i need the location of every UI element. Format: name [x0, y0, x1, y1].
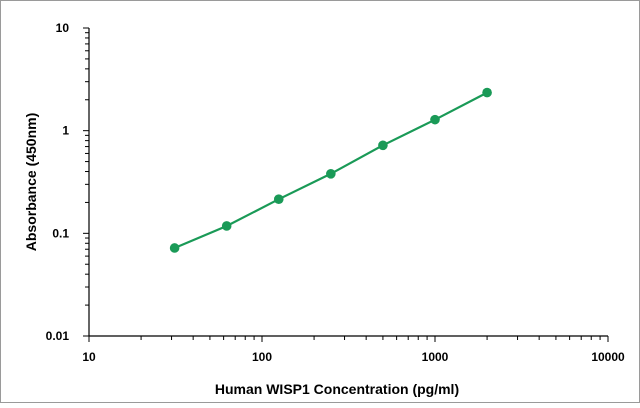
- data-point: [169, 243, 180, 253]
- y-tick-label: 0.1: [52, 226, 69, 240]
- data-point: [430, 114, 440, 125]
- data-point: [273, 194, 284, 205]
- y-tick-label: 10: [56, 21, 70, 35]
- y-tick-label: 1: [62, 124, 69, 138]
- x-tick-label: 100: [252, 350, 272, 364]
- data-point: [326, 169, 336, 179]
- x-axis-label: Human WISP1 Concentration (pg/ml): [215, 381, 459, 397]
- tick-labels: 10 100 1000 10000 0.01 0.1 1 10: [46, 21, 625, 364]
- x-tick-label: 10: [82, 350, 96, 364]
- y-tick-label: 0.01: [46, 329, 70, 343]
- y-axis-label: Absorbance (450nm): [23, 113, 39, 251]
- axes: [83, 27, 609, 342]
- x-tick-label: 10000: [591, 350, 625, 364]
- series-group: [169, 87, 492, 253]
- data-point: [482, 87, 492, 98]
- x-tick-label: 1000: [422, 350, 449, 364]
- data-point: [221, 221, 232, 231]
- data-point: [378, 140, 388, 151]
